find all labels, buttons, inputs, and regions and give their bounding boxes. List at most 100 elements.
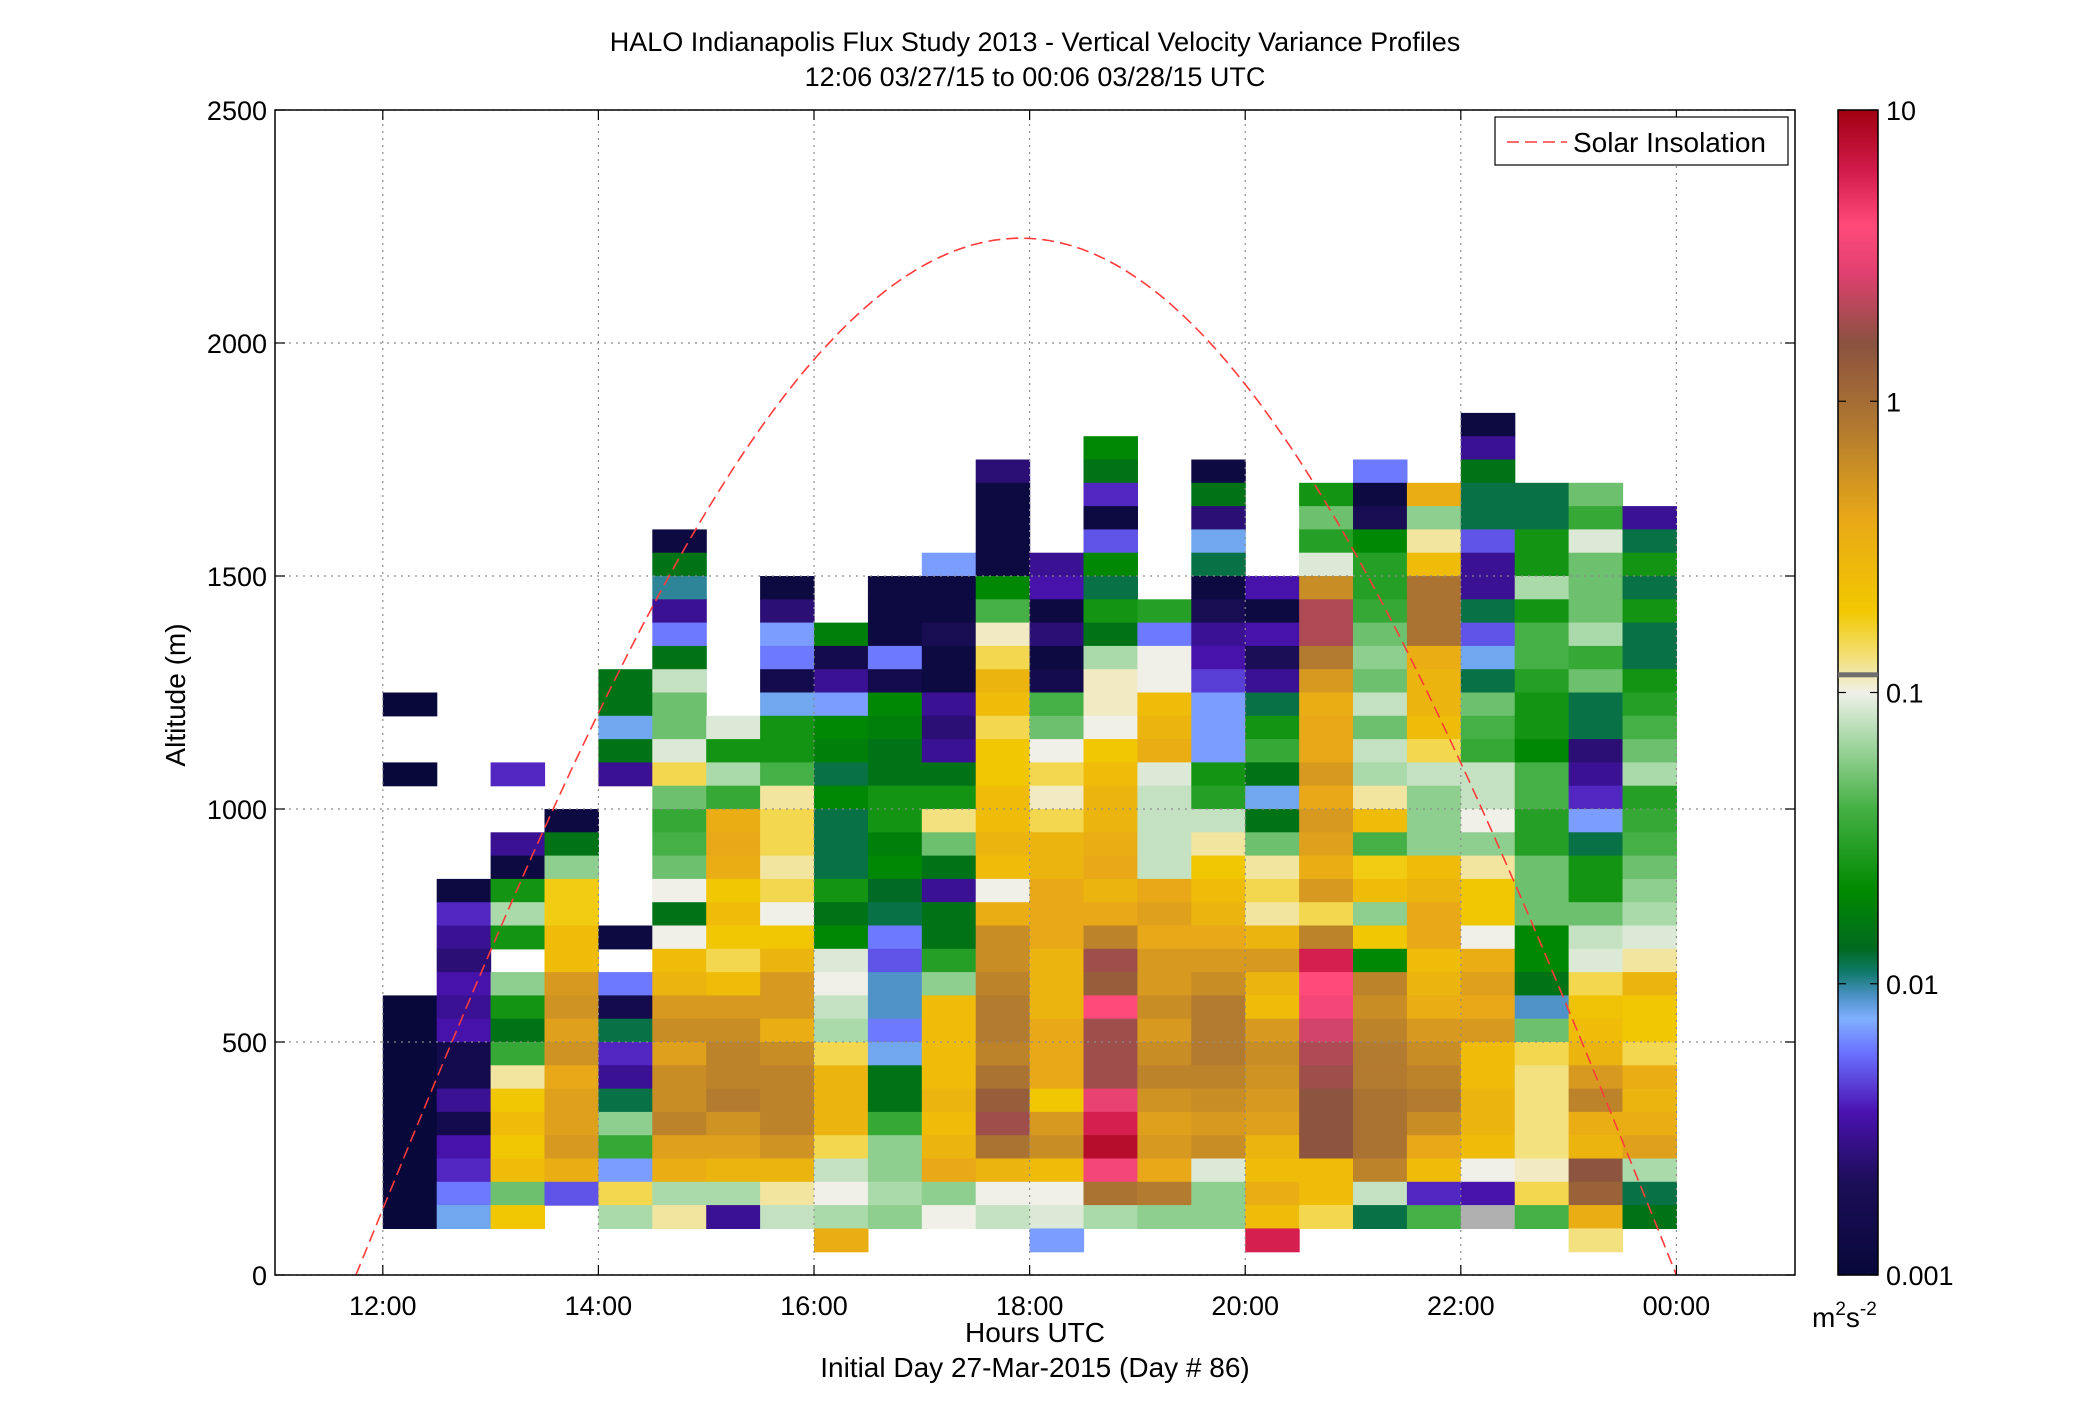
heatmap-cell — [436, 995, 492, 1020]
heatmap-cell — [921, 995, 977, 1020]
heatmap-cell — [1406, 1181, 1462, 1206]
heatmap-cell — [1245, 599, 1300, 624]
heatmap-cell — [1460, 878, 1516, 903]
heatmap-cell — [598, 1111, 653, 1136]
colorbar-tick-label: 0.1 — [1886, 679, 1924, 709]
heatmap-cell — [921, 855, 977, 880]
heatmap-cell — [760, 1065, 815, 1090]
heatmap-cell — [652, 669, 707, 694]
heatmap-cell — [1029, 855, 1085, 880]
heatmap-cell — [1353, 715, 1408, 740]
heatmap-cell — [921, 715, 977, 740]
heatmap-cell — [1137, 1018, 1192, 1043]
heatmap-cell — [1191, 599, 1246, 624]
heatmap-cell — [867, 902, 923, 927]
heatmap-cell — [975, 925, 1031, 950]
heatmap-cell — [867, 692, 923, 717]
heatmap-cell — [652, 1018, 707, 1043]
heatmap-cell — [1137, 902, 1192, 927]
heatmap-cell — [1029, 1111, 1085, 1136]
heatmap-cell — [1406, 1018, 1462, 1043]
heatmap-cell — [760, 762, 815, 787]
colorbar-unit-sup2: -2 — [1860, 1299, 1877, 1320]
heatmap-cell — [867, 1158, 923, 1183]
heatmap-cell — [1245, 1181, 1300, 1206]
colorbar-tick-label: 1 — [1886, 387, 1901, 417]
heatmap-cell — [1245, 878, 1300, 903]
heatmap-cell — [598, 1018, 653, 1043]
heatmap-cell — [867, 785, 923, 810]
heatmap-cell — [1029, 622, 1085, 647]
heatmap-cell — [1353, 529, 1408, 554]
heatmap-cell — [1029, 1065, 1085, 1090]
heatmap-cell — [490, 1135, 546, 1160]
heatmap-cell — [1353, 925, 1408, 950]
heatmap-cell — [1299, 1042, 1354, 1066]
y-tick-label: 1500 — [207, 562, 267, 592]
heatmap-cell — [1568, 809, 1624, 833]
heatmap-cell — [1460, 692, 1516, 717]
heatmap-cell — [921, 785, 977, 810]
heatmap-cell — [436, 1158, 492, 1183]
heatmap-cell — [760, 1111, 815, 1136]
heatmap-cell — [1083, 878, 1139, 903]
heatmap-cell — [598, 925, 653, 950]
heatmap-cell — [1460, 1088, 1516, 1113]
heatmap-cell — [975, 482, 1031, 507]
heatmap-cell — [867, 1088, 923, 1113]
heatmap-cell — [867, 669, 923, 694]
heatmap-cell — [1137, 925, 1192, 950]
heatmap-cell — [1299, 762, 1354, 787]
heatmap-cell — [1460, 576, 1516, 600]
heatmap-cell — [1245, 948, 1300, 973]
heatmap-cell — [652, 855, 707, 880]
heatmap-cell — [652, 902, 707, 927]
heatmap-cell — [1460, 622, 1516, 647]
heatmap-cell — [1622, 576, 1678, 600]
heatmap-cell — [1083, 855, 1139, 880]
heatmap-cell — [760, 925, 815, 950]
heatmap-cell — [1083, 1158, 1139, 1183]
heatmap-cell — [1137, 972, 1192, 996]
heatmap-cell — [921, 1088, 977, 1113]
heatmap-cell — [975, 645, 1031, 670]
heatmap-cell — [1245, 669, 1300, 694]
colorbar-tick-label: 0.001 — [1886, 1261, 1954, 1291]
heatmap-cell — [975, 622, 1031, 647]
heatmap-cell — [490, 1042, 546, 1066]
heatmap-cell — [1622, 715, 1678, 740]
heatmap-cell — [1622, 878, 1678, 903]
heatmap-cell — [652, 948, 707, 973]
heatmap-cell — [1029, 1181, 1085, 1206]
heatmap-cell — [1029, 576, 1085, 600]
heatmap-cell — [814, 948, 869, 973]
heatmap-cell — [975, 809, 1031, 833]
heatmap-cell — [1245, 1205, 1300, 1229]
heatmap-cell — [1299, 878, 1354, 903]
heatmap-cell — [1514, 576, 1570, 600]
heatmap-cell — [1622, 1065, 1678, 1090]
heatmap-cell — [1083, 645, 1139, 670]
heatmap-cell — [1568, 948, 1624, 973]
heatmap-cell — [814, 878, 869, 903]
heatmap-cell — [1083, 552, 1139, 577]
heatmap-cell — [1514, 669, 1570, 694]
heatmap-cell — [1299, 1158, 1354, 1183]
heatmap-cell — [1353, 459, 1408, 484]
heatmap-cell — [975, 1158, 1031, 1183]
heatmap-cell — [1191, 902, 1246, 927]
heatmap-cell — [1353, 878, 1408, 903]
heatmap-cell — [490, 995, 546, 1020]
heatmap-cell — [1406, 1205, 1462, 1229]
heatmap-cell — [436, 948, 492, 973]
heatmap-cell — [706, 1158, 761, 1183]
heatmap-cell — [1083, 436, 1139, 461]
heatmap-cell — [1406, 995, 1462, 1020]
heatmap-cell — [921, 1042, 977, 1066]
heatmap-cell — [1406, 1042, 1462, 1066]
heatmap-cell — [867, 948, 923, 973]
heatmap-cell — [706, 972, 761, 996]
heatmap-cell — [706, 948, 761, 973]
heatmap-cell — [706, 715, 761, 740]
heatmap-cell — [814, 762, 869, 787]
